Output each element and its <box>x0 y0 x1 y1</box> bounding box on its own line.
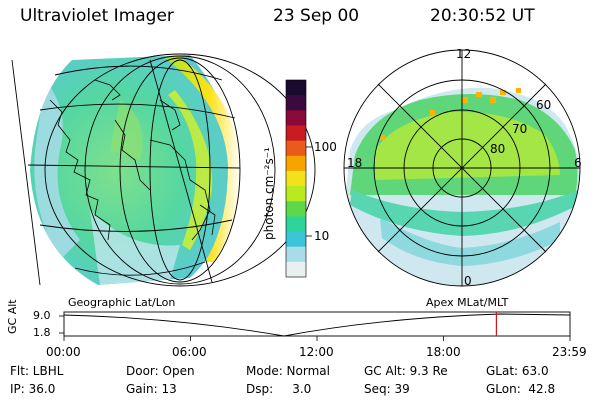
footer-glon: GLon: 42.8 <box>486 382 556 396</box>
image-date: 23 Sep 00 <box>273 6 360 26</box>
footer-door: Door: Open <box>126 364 195 378</box>
timeline-xtick-0600: 06:00 <box>172 345 207 359</box>
altitude-timeline <box>59 311 571 341</box>
footer-glat: GLat: 63.0 <box>486 364 549 378</box>
left-panel-caption: Geographic Lat/Lon <box>68 296 176 309</box>
timeline-xtick-1200: 12:00 <box>299 345 334 359</box>
colorbar-segment <box>286 261 306 278</box>
polar-image <box>343 49 581 287</box>
footer-seq: Seq: 39 <box>364 382 410 396</box>
colorbar-segment <box>286 110 306 126</box>
footer-mode: Mode: Normal <box>246 364 330 378</box>
timeline-ytick-bottom: 1.8 <box>33 326 51 339</box>
timeline-xtick-2359: 23:59 <box>552 345 587 359</box>
polar-grid <box>343 49 581 287</box>
colorbar-segment <box>286 80 306 96</box>
mlt-label-0: 0 <box>464 274 472 288</box>
right-panel-caption: Apex MLat/MLT <box>426 296 509 309</box>
timeline-xtick-0000: 00:00 <box>46 345 81 359</box>
colorbar-tick-10: 10 <box>314 229 330 243</box>
colorbar-segment <box>286 125 306 142</box>
geo-grid <box>11 53 316 287</box>
colorbar-segment <box>286 95 306 111</box>
footer-ip: IP: 36.0 <box>10 382 56 396</box>
footer-gc-alt: GC Alt: 9.3 Re <box>364 364 448 378</box>
colorbar-tick-100: 100 <box>314 140 337 154</box>
colorbar-segment <box>286 186 306 202</box>
colorbar-segment <box>286 201 306 217</box>
instrument-title: Ultraviolet Imager <box>20 6 174 26</box>
mlat-label-60: 60 <box>536 98 552 112</box>
altitude-curve <box>63 313 571 337</box>
footer-dsp: Dsp: 3.0 <box>246 382 312 396</box>
mlt-label-12: 12 <box>456 47 472 61</box>
colorbar-segment <box>286 140 306 157</box>
colorbar-unit-label: photon cm⁻²s⁻¹ <box>262 147 276 240</box>
footer-filter: Flt: LBHL <box>10 364 64 378</box>
timeline-axis-label: GC Alt <box>6 299 19 334</box>
mlat-label-80: 80 <box>490 142 506 156</box>
image-time: 20:30:52 UT <box>430 6 535 26</box>
timeline-ytick-top: 9.0 <box>33 309 51 322</box>
dayside-limb <box>165 55 240 262</box>
coastlines <box>49 79 216 241</box>
colorbar <box>285 79 312 278</box>
colorbar-segment <box>286 231 306 248</box>
mlt-label-18: 18 <box>347 156 363 170</box>
timeline-xtick-1800: 18:00 <box>426 345 461 359</box>
cusp-patches <box>380 88 521 140</box>
colorbar-segment <box>286 155 306 172</box>
geographic-image <box>11 53 316 287</box>
footer-gain: Gain: 13 <box>126 382 177 396</box>
mlt-label-6: 6 <box>574 156 582 170</box>
colorbar-segment <box>286 170 306 187</box>
colorbar-segment <box>286 216 306 233</box>
mlat-label-70: 70 <box>512 122 528 136</box>
colorbar-segment <box>286 246 306 263</box>
